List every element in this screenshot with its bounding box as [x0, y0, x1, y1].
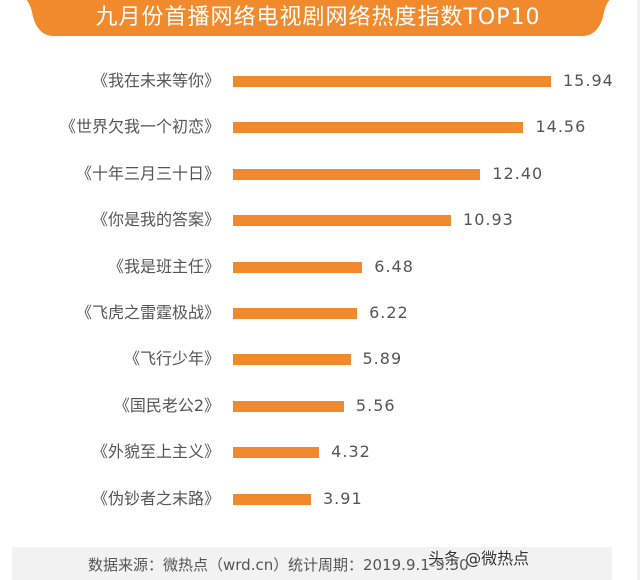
value-label: 12.40: [492, 163, 544, 183]
footer-bar: [12, 547, 512, 580]
footer-bar-right: [512, 547, 612, 580]
category-label: 《你是我的答案》: [91, 210, 220, 230]
bar-row: 《我在未来等你》 15.94: [0, 69, 640, 93]
category-label: 《国民老公2》: [113, 395, 220, 415]
value-label: 6.22: [369, 303, 409, 322]
category-label: 《飞虎之雷霆极战》: [75, 303, 220, 322]
banner-shape: [26, 0, 610, 36]
value-label: 5.56: [355, 395, 396, 415]
bar: [233, 122, 524, 134]
category-label: 《我在未来等你》: [91, 71, 220, 90]
bar: [233, 308, 358, 319]
bar: [233, 493, 311, 505]
bar-row: 《飞行少年》 5.89: [0, 347, 640, 371]
stat-period: 统计周期：2019.9.1-9.30: [288, 556, 469, 574]
value-label: 3.91: [323, 488, 363, 508]
bar-row: 《我是班主任》 6.48: [0, 255, 640, 279]
title-banner: 九月份首播网络电视剧网络热度指数TOP10: [16, 0, 620, 36]
bar-row: 《伪钞者之末路》 3.91: [0, 487, 640, 511]
value-label: 5.89: [362, 349, 403, 369]
value-label: 15.94: [563, 71, 614, 90]
category-label: 《世界欠我一个初恋》: [59, 117, 220, 137]
bar-row: 《十年三月三十日》 12.40: [0, 162, 640, 186]
bar: [233, 215, 452, 227]
value-label: 10.93: [463, 210, 514, 230]
right-border: [637, 0, 640, 580]
bar-chart: 《我在未来等你》 15.94 《世界欠我一个初恋》 14.56 《十年三月三十日》 12.…: [0, 69, 640, 511]
bar-row: 《你是我的答案》 10.93: [0, 208, 640, 232]
category-label: 《外貌至上主义》: [91, 442, 220, 462]
bar-row: 《国民老公2》 5.56: [0, 394, 640, 418]
bar-row: 《世界欠我一个初恋》 14.56: [0, 115, 640, 139]
bar: [233, 168, 481, 180]
bar: [233, 354, 351, 366]
value-label: 4.32: [331, 442, 371, 462]
category-label: 《伪钞者之末路》: [91, 488, 220, 508]
bar: [233, 261, 363, 273]
value-label: 6.48: [374, 256, 414, 276]
data-source: 数据来源：微热点（wrd.cn）: [88, 556, 289, 574]
watermark: 头条 @微热点: [428, 549, 530, 568]
value-label: 14.56: [535, 117, 587, 137]
chart-title: 九月份首播网络电视剧网络热度指数TOP10: [95, 5, 541, 30]
bar-row: 《飞虎之雷霆极战》 6.22: [0, 301, 640, 325]
bar: [233, 400, 344, 412]
category-label: 《我是班主任》: [107, 256, 220, 276]
bar-row: 《外貌至上主义》 4.32: [0, 440, 640, 464]
bar: [233, 447, 320, 459]
category-label: 《飞行少年》: [123, 349, 220, 369]
bar: [233, 76, 551, 87]
category-label: 《十年三月三十日》: [75, 163, 220, 183]
